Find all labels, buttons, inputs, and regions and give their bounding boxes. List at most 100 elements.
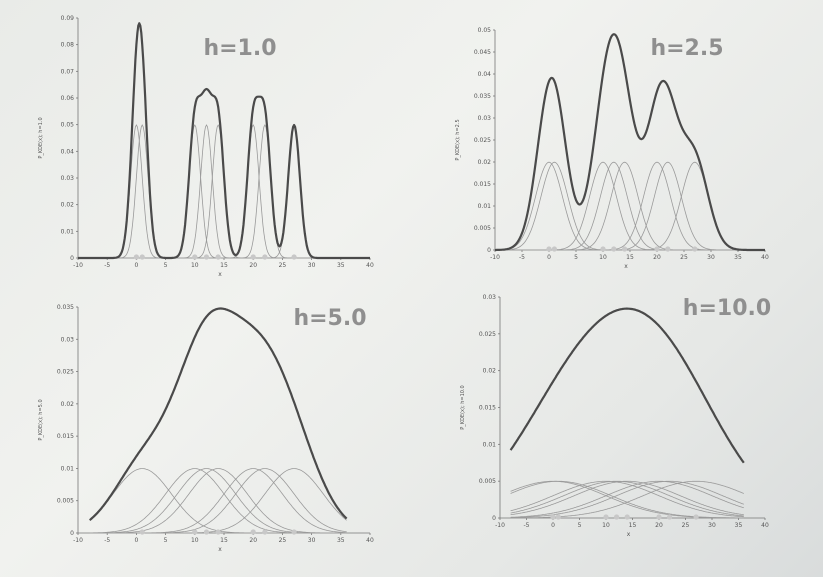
y-tick-label: 0.05 <box>61 122 75 129</box>
kernel-curve <box>89 468 347 534</box>
data-point-marker <box>262 254 268 260</box>
y-tick-label: 0.04 <box>478 71 492 78</box>
x-tick-label: 5 <box>164 262 168 269</box>
chart-panel-h10: 0 0.005 0.01 0.015 0.02 0.025 0.03 -10 -5 0 5 10 15 2… <box>415 285 823 577</box>
y-tick-label: 0.03 <box>61 336 75 343</box>
kde-curve <box>77 22 371 260</box>
data-point-marker <box>654 246 660 252</box>
kernel-curve <box>89 468 347 534</box>
x-tick-label: 5 <box>578 522 582 529</box>
bandwidth-annotation: h=10.0 <box>683 296 771 321</box>
chart-h5: 0 0.005 0.01 0.015 0.02 0.025 0.03 0.035 -10 -5 0 5… <box>38 304 374 553</box>
data-point-marker <box>192 254 198 260</box>
x-tick-label: 20 <box>249 262 257 269</box>
kernel-curve <box>495 161 765 251</box>
kernel-curve <box>89 468 347 534</box>
y-tick-label: 0.03 <box>61 175 75 182</box>
data-point-marker <box>203 254 210 260</box>
x-axis-label: x <box>218 546 222 553</box>
x-tick-label: 30 <box>708 522 716 529</box>
kernel-curve <box>89 468 347 534</box>
data-point-marker <box>622 246 628 252</box>
x-tick-label: -5 <box>519 254 525 261</box>
y-tick-label: 0.015 <box>479 405 496 412</box>
x-tick-label: 35 <box>337 537 345 544</box>
chart-h1: 0 0.01 0.02 0.03 0.04 0.05 0.06 0.07 0.08 0.09 -10… <box>38 15 374 278</box>
data-point-marker <box>665 246 671 252</box>
x-tick-label: -10 <box>73 537 83 544</box>
kernel-curve <box>78 124 370 259</box>
data-point-marker <box>215 254 221 260</box>
x-tick-label: -5 <box>524 522 530 529</box>
x-tick-label: 5 <box>164 537 168 544</box>
axis-lines <box>499 297 765 519</box>
x-tick-label: 10 <box>599 254 607 261</box>
y-tick-label: 0.04 <box>61 148 75 155</box>
y-tick-label: 0.07 <box>61 68 75 75</box>
kernel-curves <box>89 468 347 534</box>
y-tick-label: 0 <box>70 530 74 537</box>
bandwidth-annotation: h=1.0 <box>203 36 276 61</box>
y-tick-label: 0 <box>70 255 74 262</box>
data-point-marker <box>693 514 699 520</box>
x-tick-label: 35 <box>734 254 742 261</box>
kernel-curve <box>510 480 744 518</box>
data-point-marker <box>250 529 256 535</box>
data-point-marker <box>291 254 297 260</box>
x-tick-label: 10 <box>191 262 199 269</box>
x-tick-label: 0 <box>547 254 551 261</box>
data-point-marker <box>656 514 662 520</box>
data-point-marker <box>624 514 630 520</box>
data-point-marker <box>692 246 698 252</box>
x-tick-label: 40 <box>366 262 374 269</box>
x-tick-label: -10 <box>495 522 505 529</box>
y-axis-label: P_KDE(x); h=10.0 <box>460 385 466 429</box>
kernel-curve <box>78 124 370 259</box>
y-tick-label: 0.08 <box>61 42 75 49</box>
x-tick-label: 20 <box>249 537 257 544</box>
data-point-marker <box>603 514 609 520</box>
data-point-marker <box>614 514 620 520</box>
y-tick-label: 0 <box>492 515 496 522</box>
kernel-curve <box>89 468 347 534</box>
y-tick-label: 0.02 <box>61 202 75 209</box>
x-tick-label: 30 <box>707 254 715 261</box>
x-tick-label: -10 <box>490 254 500 261</box>
x-tick-label: 25 <box>279 537 287 544</box>
x-tick-label: -5 <box>104 537 110 544</box>
data-point-marker <box>215 529 221 535</box>
data-point-marker <box>600 246 606 252</box>
kde-curve <box>89 307 348 521</box>
kernel-curve <box>89 468 347 534</box>
y-tick-label: 0.09 <box>61 15 75 22</box>
kernel-curve <box>78 124 370 259</box>
data-point-marker <box>192 529 198 535</box>
y-tick-label: 0.03 <box>483 294 497 301</box>
chart-panel-h5: 0 0.005 0.01 0.015 0.02 0.025 0.03 0.035 -10 -5 0 5… <box>0 285 410 577</box>
x-tick-label: 0 <box>134 537 138 544</box>
chart-panel-h2-5: 0 0.005 0.01 0.015 0.02 0.025 0.03 0.035 0.04 0.0… <box>415 0 823 285</box>
x-tick-label: 40 <box>761 254 769 261</box>
x-tick-label: 20 <box>655 522 663 529</box>
axis-lines <box>77 307 370 534</box>
kernel-curve <box>510 480 744 518</box>
kernel-curve <box>510 480 744 516</box>
x-tick-label: 10 <box>602 522 610 529</box>
kernel-curves <box>510 480 744 519</box>
x-tick-label: 30 <box>308 262 316 269</box>
x-tick-label: -10 <box>73 262 83 269</box>
y-tick-label: 0.05 <box>478 27 492 34</box>
data-point-marker <box>139 529 145 535</box>
x-tick-label: 25 <box>279 262 287 269</box>
data-point-marker <box>611 246 617 252</box>
y-tick-label: 0.025 <box>479 331 496 338</box>
x-tick-label: 20 <box>653 254 661 261</box>
y-tick-label: 0.005 <box>57 498 74 505</box>
kernel-curve <box>89 468 347 534</box>
kernel-curve <box>78 124 370 259</box>
x-tick-label: 10 <box>191 537 199 544</box>
data-point-marker <box>250 254 256 260</box>
x-tick-label: 15 <box>626 254 634 261</box>
x-tick-label: 40 <box>761 522 769 529</box>
chart-h2-5: 0 0.005 0.01 0.015 0.02 0.025 0.03 0.035 0.04 0.0… <box>455 27 769 270</box>
